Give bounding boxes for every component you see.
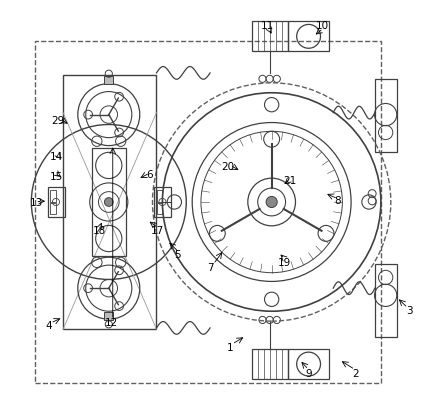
Text: 5: 5 <box>174 250 181 260</box>
Bar <box>155 187 171 217</box>
Text: 6: 6 <box>147 170 153 180</box>
Text: 1: 1 <box>226 343 233 353</box>
Bar <box>51 203 56 214</box>
Text: 10: 10 <box>316 21 329 31</box>
Text: 17: 17 <box>151 226 164 236</box>
Text: 3: 3 <box>406 306 413 316</box>
Text: 13: 13 <box>30 198 43 208</box>
Text: 7: 7 <box>207 263 214 273</box>
Circle shape <box>266 196 277 208</box>
Bar <box>252 349 288 379</box>
Text: 21: 21 <box>284 176 297 186</box>
Text: 14: 14 <box>49 152 63 162</box>
Text: 2: 2 <box>352 368 358 378</box>
Bar <box>92 148 126 256</box>
Bar <box>36 41 381 383</box>
Bar <box>51 190 56 202</box>
Bar <box>63 75 156 329</box>
Text: 19: 19 <box>278 258 291 268</box>
Circle shape <box>104 198 113 206</box>
Bar <box>104 312 113 320</box>
Bar <box>48 187 65 217</box>
Bar <box>252 21 288 51</box>
Bar <box>157 190 163 202</box>
Text: 15: 15 <box>49 172 63 182</box>
Text: 8: 8 <box>335 196 341 206</box>
Bar <box>288 21 329 51</box>
Bar <box>375 264 397 337</box>
Bar <box>157 203 163 214</box>
Text: 18: 18 <box>93 226 106 236</box>
Bar <box>288 349 329 379</box>
Text: 11: 11 <box>261 21 274 31</box>
Text: 9: 9 <box>305 368 312 378</box>
Bar <box>375 79 397 152</box>
Bar <box>104 76 113 84</box>
Text: 20: 20 <box>222 162 234 172</box>
Text: 4: 4 <box>45 321 52 331</box>
Text: 12: 12 <box>105 318 118 328</box>
Text: 29: 29 <box>52 116 65 126</box>
